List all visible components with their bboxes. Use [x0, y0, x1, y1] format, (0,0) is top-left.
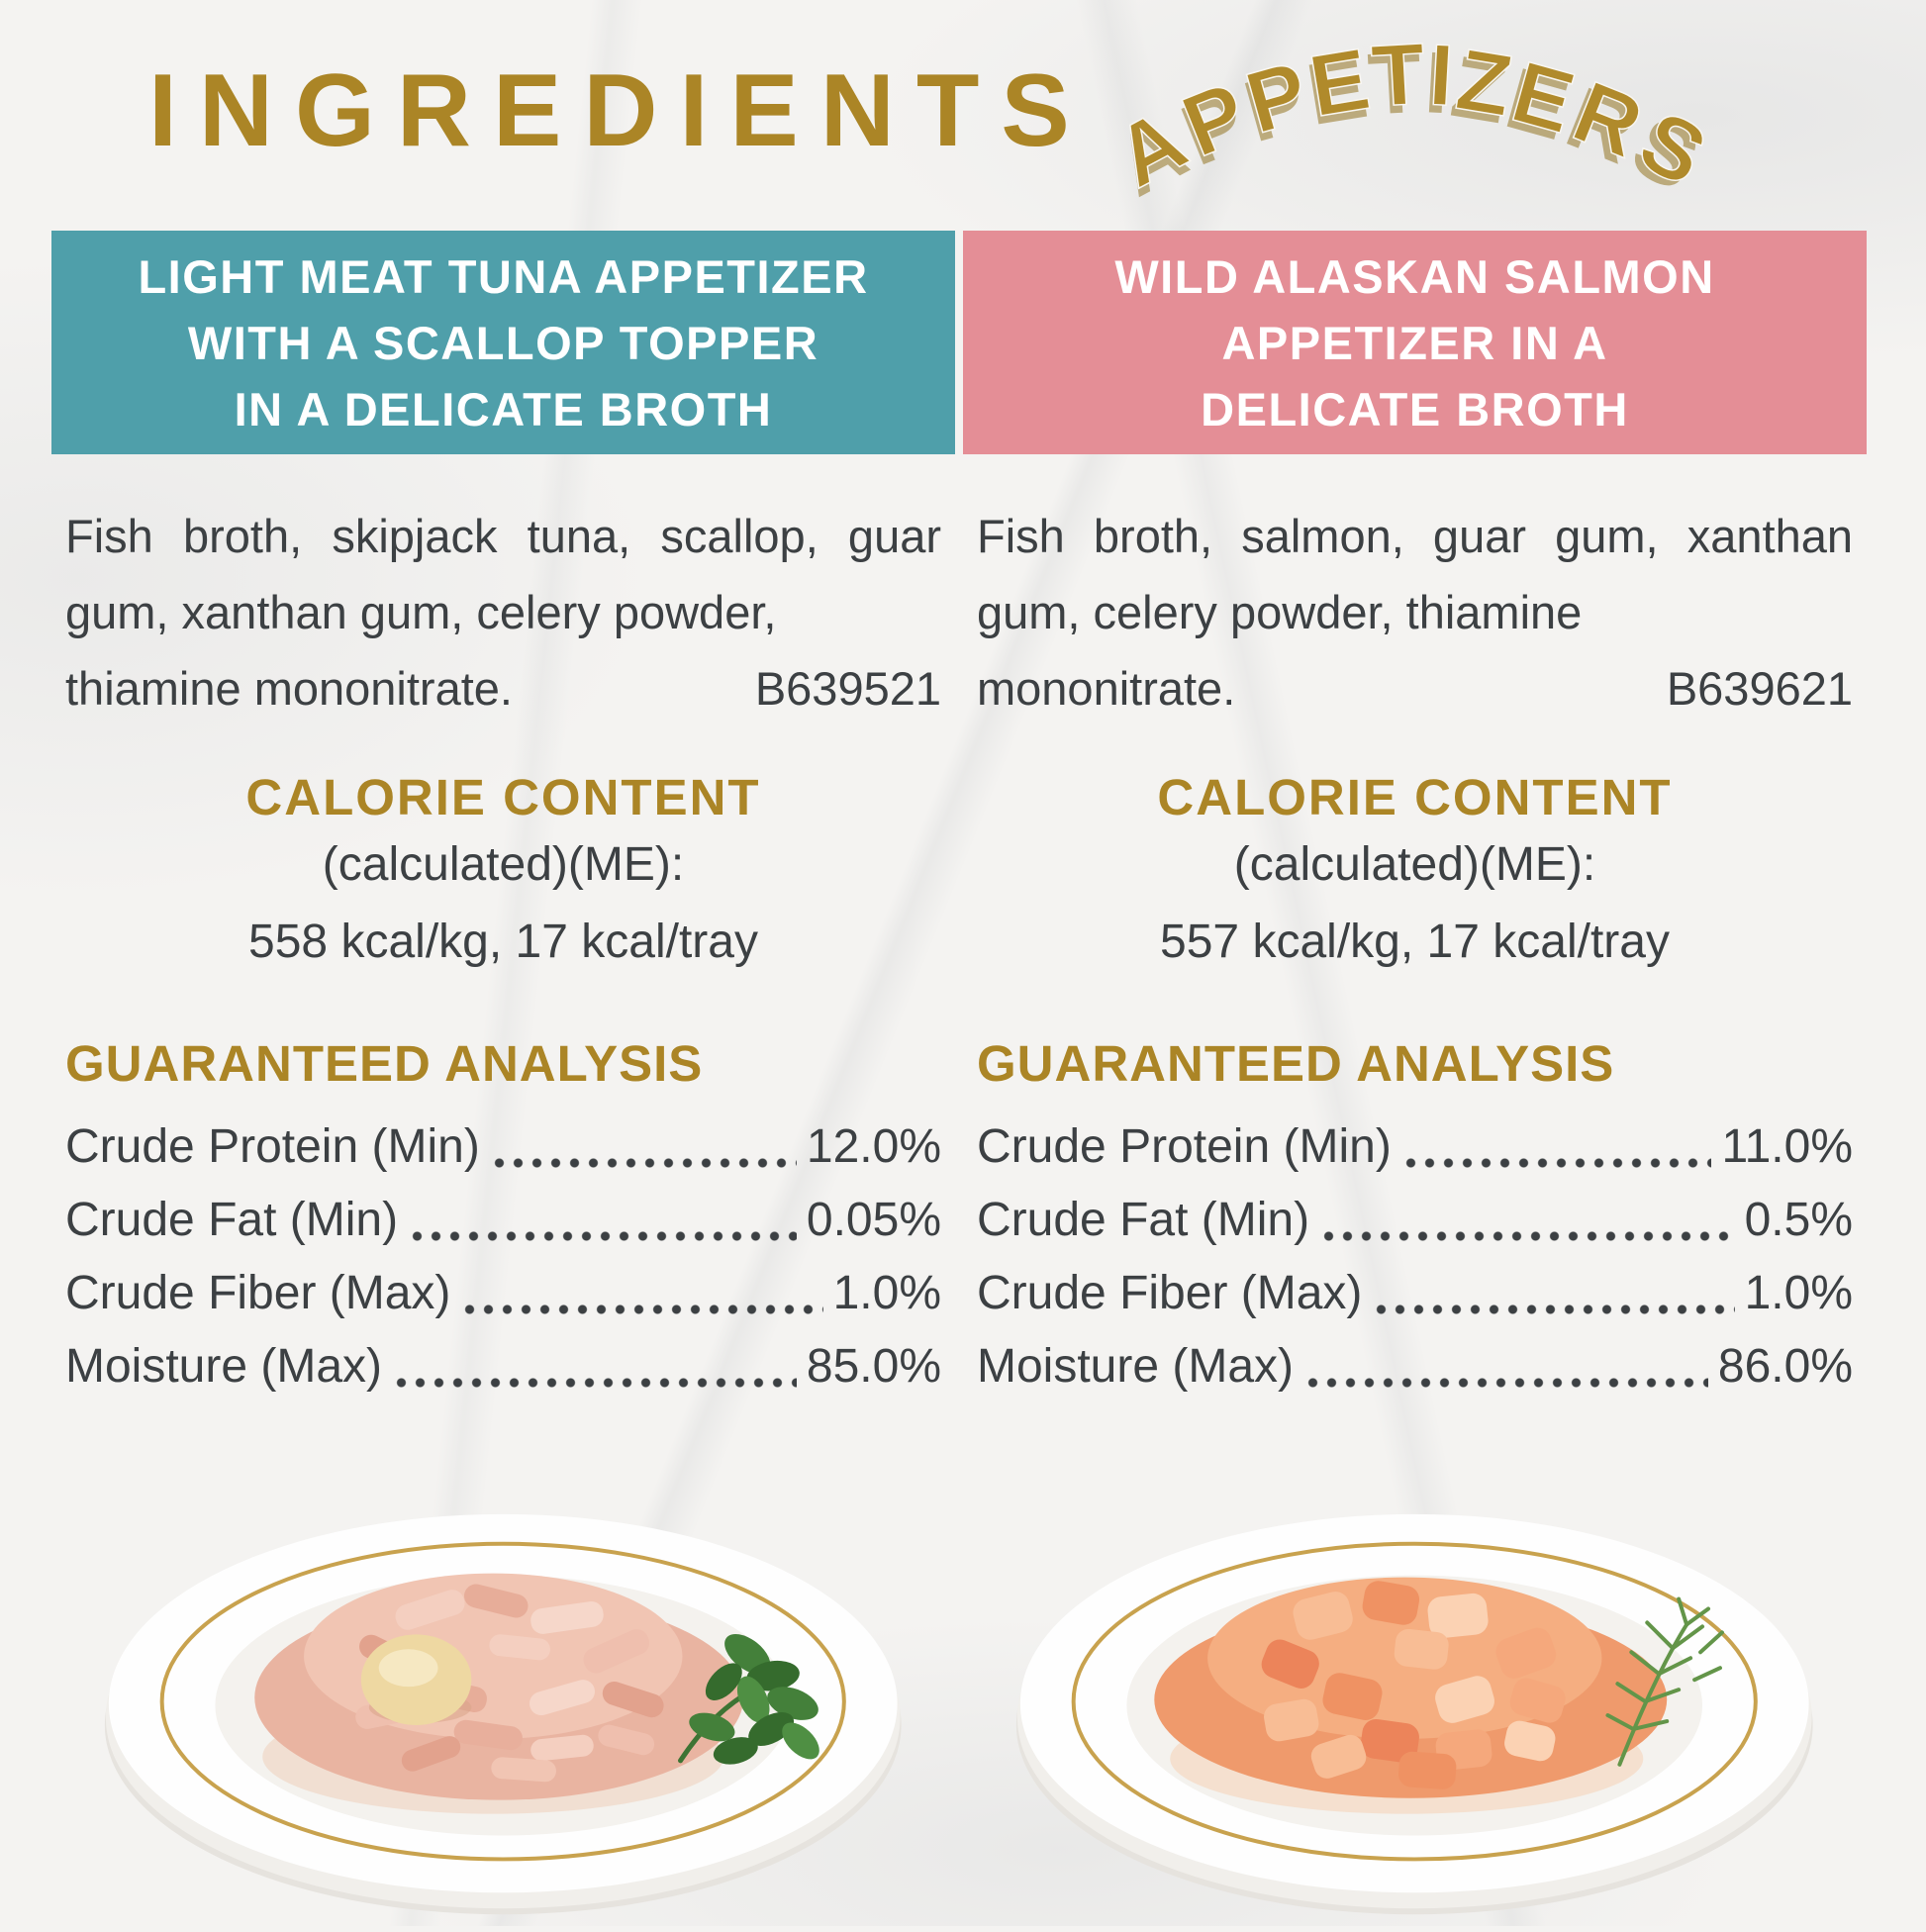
arc-letter: T — [1369, 24, 1429, 126]
tuna-calorie-heading: CALORIE CONTENT — [245, 769, 761, 825]
salmon-calorie-method: (calculated)(ME): — [1233, 838, 1596, 891]
salmon-banner-line: WILD ALASKAN SALMON — [1114, 249, 1715, 303]
analysis-label: Crude Fat (Min) — [977, 1194, 1310, 1246]
product-columns: LIGHT MEAT TUNA APPETIZER WITH A SCALLOP… — [0, 231, 1926, 1403]
salmon-banner-line: DELICATE BROTH — [1201, 382, 1629, 435]
analysis-label: Crude Protein (Min) — [977, 1120, 1392, 1173]
analysis-label: Moisture (Max) — [977, 1340, 1295, 1393]
analysis-label: Crude Protein (Min) — [65, 1120, 480, 1173]
tuna-guaranteed-analysis: GUARANTEED ANALYSIS Crude Protein (Min) … — [65, 1034, 941, 1403]
tuna-banner-line: IN A DELICATE BROTH — [234, 382, 773, 435]
analysis-row: Moisture (Max) 85.0% — [65, 1330, 941, 1403]
tuna-calorie-content: CALORIE CONTENT (calculated)(ME): 558 kc… — [65, 768, 941, 981]
analysis-row: Crude Fiber (Max) 1.0% — [65, 1257, 941, 1330]
parsley-garnish — [678, 1633, 820, 1765]
dotted-leader — [408, 1231, 797, 1241]
tuna-banner: LIGHT MEAT TUNA APPETIZER WITH A SCALLOP… — [51, 231, 955, 454]
salmon-guaranteed-analysis: GUARANTEED ANALYSIS Crude Protein (Min) … — [977, 1034, 1853, 1403]
tuna-column: LIGHT MEAT TUNA APPETIZER WITH A SCALLOP… — [51, 231, 955, 1403]
salmon-ingredients-tail-text: mononitrate. — [977, 662, 1236, 715]
analysis-value: 0.5% — [1744, 1194, 1853, 1246]
salmon-ingredients-tail: mononitrate. B639621 — [977, 650, 1853, 726]
analysis-value: 12.0% — [806, 1120, 941, 1173]
analysis-value: 11.0% — [1721, 1120, 1853, 1173]
analysis-value: 85.0% — [806, 1340, 941, 1393]
analysis-label: Crude Fat (Min) — [65, 1194, 399, 1246]
page-title: INGREDIENTS — [148, 53, 1092, 168]
tuna-batch-code: B639521 — [754, 662, 941, 715]
analysis-label: Moisture (Max) — [65, 1340, 383, 1393]
dotted-leader — [460, 1304, 823, 1314]
analysis-row: Crude Protein (Min) 12.0% — [65, 1111, 941, 1184]
salmon-banner: WILD ALASKAN SALMON APPETIZER IN A DELIC… — [963, 231, 1867, 454]
tuna-calorie-values: 558 kcal/kg, 17 kcal/tray — [248, 916, 758, 968]
analysis-label: Crude Fiber (Max) — [977, 1267, 1363, 1319]
tuna-banner-line: LIGHT MEAT TUNA APPETIZER — [138, 249, 869, 303]
tuna-ingredients-tail: thiamine mononitrate. B639521 — [65, 650, 941, 726]
salmon-calorie-heading: CALORIE CONTENT — [1157, 769, 1673, 825]
product-photos — [0, 1479, 1926, 1932]
dotted-leader — [1400, 1158, 1712, 1168]
analysis-value: 1.0% — [832, 1267, 941, 1319]
salmon-column: WILD ALASKAN SALMON APPETIZER IN A DELIC… — [963, 231, 1867, 1403]
dotted-leader — [1372, 1304, 1735, 1314]
salmon-banner-line: APPETIZER IN A — [1221, 316, 1608, 369]
analysis-value: 86.0% — [1717, 1340, 1853, 1393]
salmon-calorie-content: CALORIE CONTENT (calculated)(ME): 557 kc… — [977, 768, 1853, 981]
tuna-ingredients-text: Fish broth, skipjack tuna, scallop, guar… — [65, 510, 941, 638]
salmon-analysis-heading: GUARANTEED ANALYSIS — [977, 1035, 1615, 1092]
analysis-value: 0.05% — [806, 1194, 941, 1246]
analysis-value: 1.0% — [1744, 1267, 1853, 1319]
salmon-calorie-values: 557 kcal/kg, 17 kcal/tray — [1160, 916, 1670, 968]
tuna-ingredients-tail-text: thiamine mononitrate. — [65, 662, 513, 715]
dotted-leader — [1303, 1378, 1708, 1388]
analysis-row: Crude Fat (Min) 0.5% — [977, 1184, 1853, 1257]
dotted-leader — [1319, 1231, 1735, 1241]
salmon-batch-code: B639621 — [1666, 662, 1853, 715]
salmon-plate-image — [963, 1479, 1867, 1932]
dill-garnish — [1605, 1596, 1725, 1767]
dotted-leader — [392, 1378, 797, 1388]
tuna-banner-line: WITH A SCALLOP TOPPER — [187, 316, 819, 369]
analysis-row: Moisture (Max) 86.0% — [977, 1330, 1853, 1403]
salmon-ingredients-text: Fish broth, salmon, guar gum, xanthan gu… — [977, 510, 1853, 638]
analysis-row: Crude Fat (Min) 0.05% — [65, 1184, 941, 1257]
tuna-analysis-heading: GUARANTEED ANALYSIS — [65, 1035, 704, 1092]
analysis-label: Crude Fiber (Max) — [65, 1267, 451, 1319]
dotted-leader — [489, 1158, 797, 1168]
analysis-row: Crude Protein (Min) 11.0% — [977, 1111, 1853, 1184]
analysis-row: Crude Fiber (Max) 1.0% — [977, 1257, 1853, 1330]
tuna-plate-image — [51, 1479, 955, 1932]
tuna-calorie-method: (calculated)(ME): — [322, 838, 685, 891]
